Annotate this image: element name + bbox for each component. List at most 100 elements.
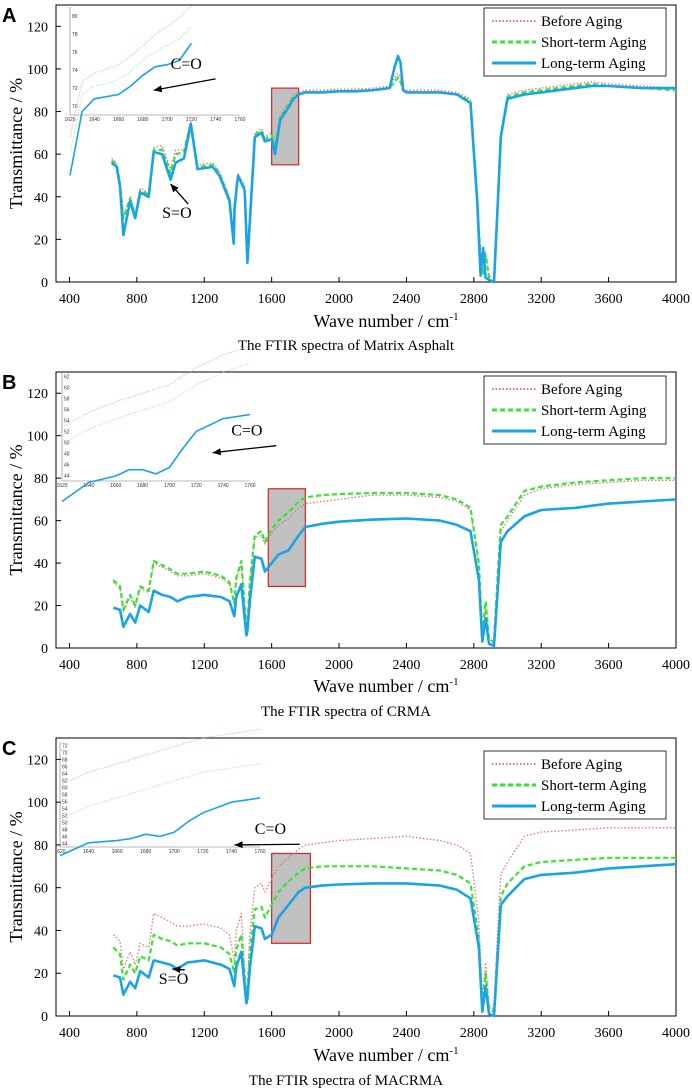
inset-line-long bbox=[69, 42, 193, 176]
inset-y-tick-label: 80 bbox=[72, 14, 78, 20]
legend-box bbox=[483, 7, 667, 77]
plot-frame bbox=[55, 737, 677, 1017]
inset-y-tick-label: 70 bbox=[62, 751, 68, 757]
inset-y-tick-label: 76 bbox=[72, 50, 78, 56]
inset-y-tick-label: 54 bbox=[64, 419, 70, 425]
y-tick-label: 0 bbox=[41, 276, 48, 291]
legend-entry: Before Aging bbox=[541, 14, 623, 30]
inset-x-tick-label: 1620 bbox=[56, 483, 67, 489]
legend-entry: Short-term Aging bbox=[541, 403, 647, 419]
highlight-box bbox=[271, 87, 300, 166]
y-tick-label: 0 bbox=[41, 1010, 48, 1025]
x-tick-label: 2800 bbox=[460, 292, 488, 307]
inset-x-tick-label: 1640 bbox=[83, 849, 94, 855]
legend-box bbox=[483, 375, 667, 445]
x-axis-title-superscript: -1 bbox=[449, 311, 458, 323]
inset-x-tick-label: 1660 bbox=[113, 117, 124, 123]
y-axis-title: Transmittance / % bbox=[6, 78, 26, 209]
annotation-arrow-head bbox=[170, 184, 179, 193]
y-tick-label: 60 bbox=[34, 882, 48, 897]
inset-y-tick-label: 44 bbox=[64, 474, 70, 480]
x-axis-title-text: Wave number / cm bbox=[313, 1045, 449, 1065]
inset-x-tick-label: 1720 bbox=[191, 483, 202, 489]
annotation-arrow-head bbox=[234, 841, 243, 849]
inset-y-tick-label: 64 bbox=[62, 772, 68, 778]
y-tick-label: 20 bbox=[34, 600, 48, 615]
x-tick-label: 1200 bbox=[190, 292, 218, 307]
x-tick-label: 1600 bbox=[258, 658, 286, 673]
inset-x-tick-label: 1720 bbox=[186, 117, 197, 123]
panel-label: C bbox=[2, 738, 16, 760]
y-tick-label: 20 bbox=[34, 967, 48, 982]
y-tick-label: 20 bbox=[34, 233, 48, 248]
y-axis-title: Transmittance / % bbox=[6, 444, 26, 575]
x-tick-label: 1200 bbox=[190, 1026, 218, 1041]
inset-y-tick-label: 74 bbox=[72, 68, 78, 74]
x-tick-label: 400 bbox=[59, 1026, 80, 1041]
inset-x-tick-label: 1640 bbox=[83, 483, 94, 489]
x-axis-title: Wave number / cm-1 bbox=[313, 1045, 458, 1065]
inset-line-long bbox=[59, 797, 261, 857]
panel-caption: The FTIR spectra of CRMA bbox=[261, 704, 431, 720]
inset-y-tick-label: 62 bbox=[62, 779, 68, 785]
inset-y-tick-label: 48 bbox=[64, 452, 70, 458]
y-tick-label: 60 bbox=[34, 148, 48, 163]
panel-label: B bbox=[2, 372, 16, 394]
inset-line-before bbox=[61, 346, 251, 428]
legend-entry: Before Aging bbox=[541, 757, 623, 773]
x-tick-label: 3200 bbox=[527, 292, 555, 307]
y-axis-title: Transmittance / % bbox=[6, 811, 26, 942]
x-tick-label: 3600 bbox=[595, 1026, 623, 1041]
legend: Before Aging Short-term Aging Long-term Ag… bbox=[483, 750, 667, 820]
inset-x-tick-label: 1740 bbox=[210, 117, 221, 123]
inset-y-tick-label: 56 bbox=[62, 800, 68, 806]
inset-x-tick-label: 1700 bbox=[164, 483, 175, 489]
plot-frame bbox=[55, 4, 677, 283]
y-tick-label: 40 bbox=[34, 924, 48, 939]
annotation-label: S=O bbox=[159, 971, 188, 988]
legend-entry: Long-term Aging bbox=[541, 56, 646, 72]
x-tick-label: 2000 bbox=[325, 658, 353, 673]
inset-x-tick-label: 1620 bbox=[54, 849, 65, 855]
inset-x-tick-label: 1760 bbox=[244, 483, 255, 489]
legend-entry: Short-term Aging bbox=[541, 35, 647, 51]
series-line-before bbox=[111, 72, 677, 279]
y-tick-label: 120 bbox=[27, 387, 48, 402]
x-tick-label: 1200 bbox=[190, 658, 218, 673]
annotation-arrow-head bbox=[212, 448, 221, 456]
x-tick-label: 3200 bbox=[527, 1026, 555, 1041]
x-tick-label: 400 bbox=[59, 292, 80, 307]
legend: Before Aging Short-term Aging Long-term Ag… bbox=[483, 7, 667, 77]
inset-y-tick-label: 78 bbox=[72, 32, 78, 38]
x-tick-label: 4000 bbox=[662, 1026, 690, 1041]
inset: 1620 1640 1660 1680 1700 1720 1740 1760 70 72 74 76… bbox=[64, 4, 246, 176]
inset-line-short bbox=[69, 25, 192, 155]
series-line-before bbox=[112, 479, 676, 645]
inset-y-tick-label: 58 bbox=[64, 397, 70, 403]
y-tick-label: 100 bbox=[27, 430, 48, 445]
legend-entry: Short-term Aging bbox=[541, 778, 647, 794]
inset-y-tick-label: 54 bbox=[62, 807, 68, 813]
x-axis-title-text: Wave number / cm bbox=[313, 676, 449, 696]
inset-line-before bbox=[59, 728, 261, 786]
inset-y-tick-label: 50 bbox=[64, 441, 70, 447]
inset-y-tick-label: 72 bbox=[72, 86, 78, 92]
y-tick-label: 80 bbox=[34, 106, 48, 121]
annotation-arrow-head bbox=[153, 85, 163, 93]
x-axis-title-superscript: -1 bbox=[449, 676, 458, 688]
y-tick-label: 80 bbox=[34, 472, 48, 487]
legend-entry: Long-term Aging bbox=[541, 424, 646, 440]
x-tick-label: 2800 bbox=[460, 1026, 488, 1041]
inset-x-tick-label: 1680 bbox=[137, 483, 148, 489]
x-tick-label: 4000 bbox=[662, 292, 690, 307]
inset-y-tick-label: 62 bbox=[64, 375, 70, 381]
legend: Before Aging Short-term Aging Long-term Ag… bbox=[483, 375, 667, 445]
x-tick-label: 2400 bbox=[392, 292, 420, 307]
y-tick-label: 60 bbox=[34, 515, 48, 530]
series-line-long bbox=[112, 498, 677, 648]
y-tick-label: 40 bbox=[34, 191, 48, 206]
inset-x-tick-label: 1660 bbox=[112, 849, 123, 855]
inset-x-tick-label: 1720 bbox=[197, 849, 208, 855]
panel-caption: The FTIR spectra of Matrix Asphalt bbox=[238, 338, 455, 354]
x-tick-label: 4000 bbox=[662, 658, 690, 673]
